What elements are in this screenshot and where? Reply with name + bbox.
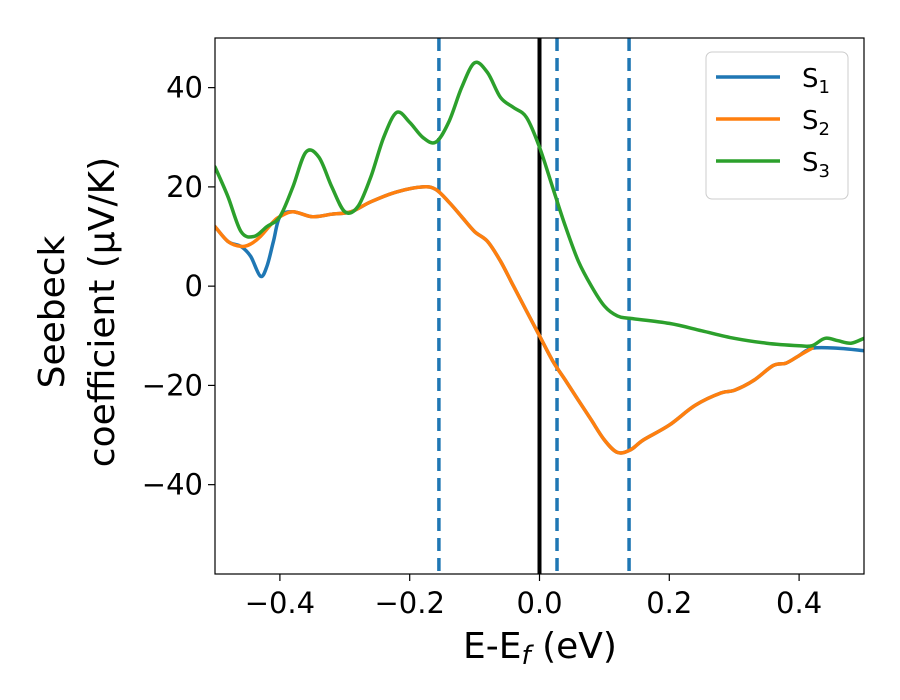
- x-tick-label: −0.2: [374, 586, 444, 620]
- y-axis-ticks: −40 −20 0 20 40: [142, 71, 215, 502]
- legend-label-3: S3: [802, 148, 830, 182]
- plot-area: [215, 38, 864, 574]
- x-axis-label: E-Ef (eV): [463, 626, 617, 671]
- y-tick-label: 0: [185, 269, 203, 303]
- legend: S1 S2 S3: [705, 51, 849, 200]
- x-tick-label: 0.0: [516, 586, 562, 620]
- y-axis-label-line2: coefficient (μV/K): [82, 157, 123, 467]
- x-tick-label: 0.2: [646, 586, 692, 620]
- legend-label-1: S1: [802, 64, 830, 98]
- y-tick-label: 20: [166, 170, 203, 204]
- series-line-3: [215, 60, 864, 349]
- y-tick-label: −20: [142, 368, 203, 402]
- legend-label-2: S2: [802, 106, 830, 140]
- x-axis-ticks: −0.4 −0.2 0.0 0.2 0.4: [245, 574, 822, 620]
- y-tick-label: −40: [142, 468, 203, 502]
- y-axis-label-line1: Seebeck: [32, 235, 73, 388]
- vertical-lines: [437, 38, 631, 574]
- x-tick-label: −0.4: [245, 586, 315, 620]
- y-axis-label: Seebeck coefficient (μV/K): [32, 157, 123, 467]
- y-tick-label: 40: [166, 71, 203, 105]
- x-tick-label: 0.4: [776, 586, 822, 620]
- series-lines: [215, 60, 864, 455]
- series-line-2: [215, 185, 814, 455]
